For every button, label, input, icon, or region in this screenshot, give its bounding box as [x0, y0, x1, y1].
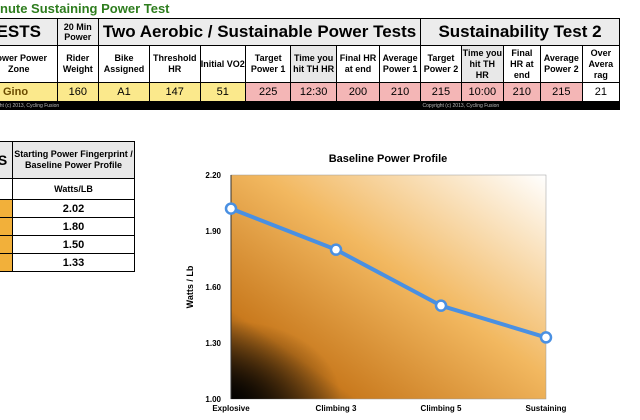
- chart-title: Baseline Power Profile: [329, 153, 448, 165]
- y-tick-label: 1.60: [205, 283, 221, 292]
- y-tick-label: 2.20: [205, 171, 221, 180]
- cell-target-power-2[interactable]: 215: [420, 82, 462, 102]
- y-axis-label: Watts / Lb: [185, 265, 195, 308]
- data-point[interactable]: [434, 299, 448, 312]
- x-tick-label: Climbing 5: [421, 404, 462, 413]
- plot-area-shadow: [231, 175, 546, 399]
- copyright-text: Copyright (c) 2013, Cycling Fusion: [420, 101, 620, 110]
- cell-time-th-hr-1[interactable]: 12:30: [290, 82, 337, 102]
- y-tick-label: 1.90: [205, 227, 221, 236]
- power-profile-table: S Starting Power Fingerprint / Baseline …: [0, 141, 135, 272]
- x-tick-label: Explosive: [212, 404, 250, 413]
- col-target-power-1: Target Power 1: [244, 45, 292, 83]
- cell-average-power-1[interactable]: 210: [379, 82, 422, 102]
- series-line: [230, 206, 547, 340]
- y-tick-label: 1.30: [205, 339, 221, 348]
- row-marker: [0, 199, 13, 218]
- col-threshold-hr: Threshold HR: [148, 45, 201, 83]
- cell-rider-weight[interactable]: 160: [56, 82, 100, 102]
- cell-average-power-2[interactable]: 215: [540, 82, 583, 102]
- cell-target-power-1[interactable]: 225: [244, 82, 292, 102]
- col-overall-average: Over Avera rag: [581, 45, 621, 83]
- col-average-power-2: Average Power 2: [540, 45, 583, 83]
- units-header: Watts/LB: [12, 178, 135, 200]
- row-marker: [0, 253, 13, 272]
- profile-value[interactable]: 2.02: [12, 199, 135, 218]
- cell-final-hr-2[interactable]: 210: [502, 82, 542, 102]
- sustainability-test-2-header: Sustainability Test 2: [420, 18, 620, 46]
- col-target-power-2: Target Power 2: [420, 45, 462, 83]
- data-point[interactable]: [329, 243, 343, 256]
- x-tick-label: Sustaining: [526, 404, 567, 413]
- col-power-zone: Power Power Zone: [0, 45, 58, 83]
- copyright-text: Copyright (c) 2013, Cycling Fusion: [0, 101, 421, 110]
- row-marker: [0, 217, 13, 236]
- col-final-hr-2: Final HR at end: [502, 45, 542, 83]
- cell-rider-name[interactable]: Gino: [0, 82, 58, 102]
- cell-time-th-hr-2[interactable]: 10:00: [460, 82, 504, 102]
- cell-final-hr-1[interactable]: 200: [335, 82, 381, 102]
- col-final-hr-1: Final HR at end: [335, 45, 381, 83]
- data-point[interactable]: [224, 202, 238, 215]
- y-tick-label: 1.00: [205, 395, 221, 404]
- table-row: Gino 160 A1 147 51 225 12:30 200 210 215…: [0, 82, 621, 102]
- test-results-table: ESTS 20 Min Power Two Aerobic / Sustaina…: [0, 18, 621, 110]
- col-rider-weight: Rider Weight: [56, 45, 100, 83]
- page-title: nute Sustaining Power Test: [0, 1, 170, 16]
- cell-initial-vo2[interactable]: 51: [199, 82, 246, 102]
- x-tick-label: Climbing 3: [316, 404, 357, 413]
- data-point[interactable]: [539, 331, 553, 344]
- cell-overall-average[interactable]: 21: [581, 82, 621, 102]
- col-initial-vo2: Initial VO2: [199, 45, 246, 83]
- profile-value[interactable]: 1.33: [12, 253, 135, 272]
- cell-threshold-hr[interactable]: 147: [148, 82, 201, 102]
- aerobic-tests-header: Two Aerobic / Sustainable Power Tests: [98, 18, 422, 46]
- col-bike-assigned: Bike Assigned: [98, 45, 150, 83]
